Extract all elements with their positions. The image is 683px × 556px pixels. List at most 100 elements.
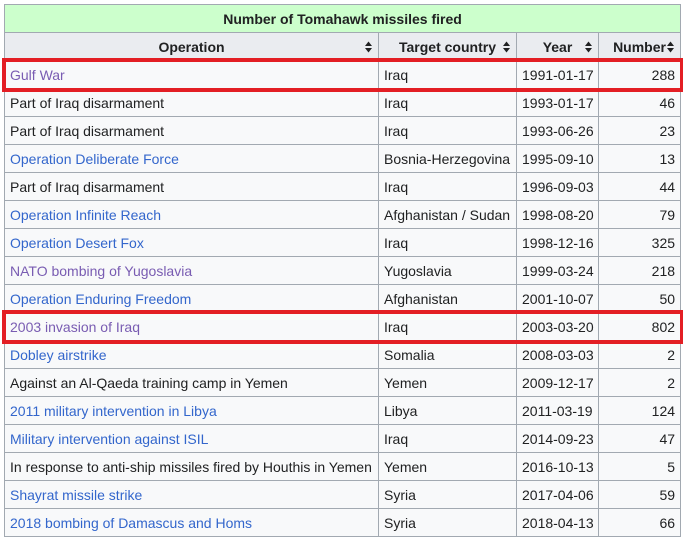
operation-cell[interactable]: Military intervention against ISIL: [4, 424, 379, 453]
tomahawk-table: Number of Tomahawk missiles fired Operat…: [3, 4, 682, 537]
operation-link[interactable]: Operation Enduring Freedom: [10, 290, 192, 307]
number-cell: 44: [597, 172, 682, 201]
operation-link[interactable]: 2011 military intervention in Libya: [10, 402, 217, 419]
number-cell: 325: [597, 228, 682, 257]
target-country-cell: Iraq: [378, 172, 517, 201]
year-cell: 2003-03-20: [516, 312, 599, 341]
table-row: 2003 invasion of Iraq Iraq 2003-03-20 802: [4, 312, 682, 341]
table-row: NATO bombing of Yugoslavia Yugoslavia 1999…: [4, 256, 682, 285]
number-cell: 79: [597, 200, 682, 229]
column-header-year[interactable]: Year: [516, 32, 599, 61]
target-country-cell: Syria: [378, 508, 517, 537]
number-cell: 288: [597, 60, 682, 89]
caption-row: Number of Tomahawk missiles fired: [3, 4, 682, 33]
number-cell: 2: [597, 340, 682, 369]
year-cell: 2008-03-03: [516, 340, 599, 369]
table-body: Gulf War Iraq 1991-01-17 288 Part of Iraq di…: [4, 60, 682, 537]
target-country-cell: Iraq: [378, 424, 517, 453]
operation-link[interactable]: Gulf War: [10, 66, 65, 83]
operation-link[interactable]: Dobley airstrike: [10, 346, 107, 363]
table-row: Part of Iraq disarmament Iraq 1996-09-03 44: [4, 172, 682, 201]
table-caption: Number of Tomahawk missiles fired: [3, 4, 682, 33]
year-cell: 2016-10-13: [516, 452, 599, 481]
operation-cell[interactable]: 2018 bombing of Damascus and Homs: [4, 508, 379, 537]
header-row: Operation Target country Year Number: [4, 32, 682, 61]
year-cell: 2017-04-06: [516, 480, 599, 509]
operation-text: Against an Al-Qaeda training camp in Yem…: [10, 374, 288, 391]
target-country-cell: Yemen: [378, 368, 517, 397]
table-row: 2011 military intervention in Libya Libya…: [4, 396, 682, 425]
target-country-cell: Iraq: [378, 88, 517, 117]
target-country-cell: Yugoslavia: [378, 256, 517, 285]
year-cell: 2018-04-13: [516, 508, 599, 537]
column-header-target-country[interactable]: Target country: [378, 32, 517, 61]
number-cell: 46: [597, 88, 682, 117]
operation-link[interactable]: 2003 invasion of Iraq: [10, 318, 140, 335]
column-header-operation[interactable]: Operation: [4, 32, 379, 61]
number-cell: 23: [597, 116, 682, 145]
operation-cell[interactable]: Operation Infinite Reach: [4, 200, 379, 229]
number-cell: 66: [597, 508, 682, 537]
operation-text: In response to anti-ship missiles fired …: [10, 458, 372, 475]
sort-arrows-icon[interactable]: [667, 41, 675, 52]
table-row: Military intervention against ISIL Iraq 20…: [4, 424, 682, 453]
operation-cell[interactable]: NATO bombing of Yugoslavia: [4, 256, 379, 285]
table-row: Part of Iraq disarmament Iraq 1993-01-17 46: [4, 88, 682, 117]
number-cell: 50: [597, 284, 682, 313]
column-header-label: Operation: [158, 38, 225, 55]
operation-link[interactable]: Operation Deliberate Force: [10, 150, 179, 167]
target-country-cell: Bosnia-Herzegovina: [378, 144, 517, 173]
year-cell: 1999-03-24: [516, 256, 599, 285]
number-cell: 218: [597, 256, 682, 285]
operation-link[interactable]: Operation Desert Fox: [10, 234, 144, 251]
column-header-number[interactable]: Number: [597, 32, 682, 61]
sort-arrows-icon[interactable]: [503, 41, 510, 52]
operation-link[interactable]: Military intervention against ISIL: [10, 430, 209, 447]
operation-cell[interactable]: Dobley airstrike: [4, 340, 379, 369]
target-country-cell: Iraq: [378, 116, 517, 145]
column-header-label: Target country: [399, 38, 496, 55]
operation-link[interactable]: Shayrat missile strike: [10, 486, 143, 503]
year-cell: 1998-12-16: [516, 228, 599, 257]
year-cell: 1996-09-03: [516, 172, 599, 201]
target-country-cell: Syria: [378, 480, 517, 509]
table-row: Operation Deliberate Force Bosnia-Herzego…: [4, 144, 682, 173]
number-cell: 59: [597, 480, 682, 509]
year-cell: 2014-09-23: [516, 424, 599, 453]
column-header-label: Number: [613, 38, 666, 55]
target-country-cell: Yemen: [378, 452, 517, 481]
operation-link[interactable]: Operation Infinite Reach: [10, 206, 161, 223]
operation-cell: Part of Iraq disarmament: [4, 172, 379, 201]
sort-arrows-icon[interactable]: [365, 41, 372, 52]
number-cell: 5: [597, 452, 682, 481]
year-cell: 1993-01-17: [516, 88, 599, 117]
operation-cell: Part of Iraq disarmament: [4, 116, 379, 145]
operation-cell[interactable]: 2003 invasion of Iraq: [4, 312, 379, 341]
year-cell: 2001-10-07: [516, 284, 599, 313]
operation-cell[interactable]: Gulf War: [4, 60, 379, 89]
operation-text: Part of Iraq disarmament: [10, 122, 165, 139]
operation-cell[interactable]: 2011 military intervention in Libya: [4, 396, 379, 425]
target-country-cell: Afghanistan / Sudan: [378, 200, 517, 229]
table-row: Against an Al-Qaeda training camp in Yem…: [4, 368, 682, 397]
table-row: Shayrat missile strike Syria 2017-04-06 59: [4, 480, 682, 509]
operation-text: Part of Iraq disarmament: [10, 94, 165, 111]
target-country-cell: Afghanistan: [378, 284, 517, 313]
year-cell: 1991-01-17: [516, 60, 599, 89]
target-country-cell: Iraq: [378, 228, 517, 257]
target-country-cell: Somalia: [378, 340, 517, 369]
operation-cell[interactable]: Operation Deliberate Force: [4, 144, 379, 173]
table-row: Operation Infinite Reach Afghanistan / Su…: [4, 200, 682, 229]
operation-cell[interactable]: Operation Desert Fox: [4, 228, 379, 257]
year-cell: 1995-09-10: [516, 144, 599, 173]
operation-cell: Against an Al-Qaeda training camp in Yem…: [4, 368, 379, 397]
table-row: Gulf War Iraq 1991-01-17 288: [4, 60, 682, 89]
operation-link[interactable]: 2018 bombing of Damascus and Homs: [10, 514, 253, 531]
operation-cell[interactable]: Operation Enduring Freedom: [4, 284, 379, 313]
number-cell: 124: [597, 396, 682, 425]
table-row: In response to anti-ship missiles fired …: [4, 452, 682, 481]
operation-cell[interactable]: Shayrat missile strike: [4, 480, 379, 509]
number-cell: 47: [597, 424, 682, 453]
operation-link[interactable]: NATO bombing of Yugoslavia: [10, 262, 193, 279]
sort-arrows-icon[interactable]: [585, 41, 592, 52]
